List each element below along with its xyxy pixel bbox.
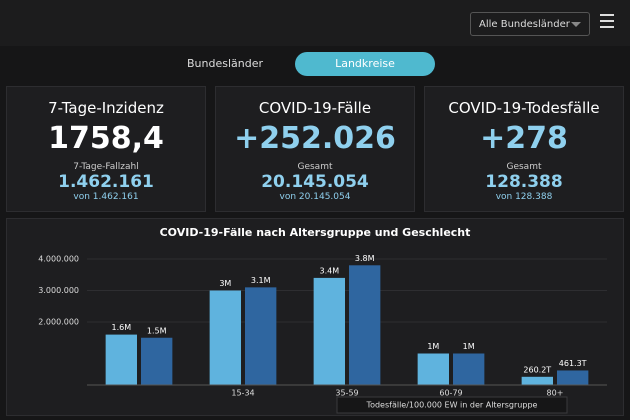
top-bar: Alle Bundesländer bbox=[0, 0, 630, 46]
card-note: von 128.388 bbox=[495, 192, 553, 202]
y-tick-label: 3.000.000 bbox=[38, 286, 79, 295]
card-sub-value: 128.388 bbox=[485, 172, 563, 192]
bottom-panel bbox=[336, 396, 568, 414]
y-tick-label: 2.000.000 bbox=[38, 318, 79, 327]
bar bbox=[557, 370, 589, 385]
bar bbox=[521, 376, 553, 385]
bar bbox=[141, 337, 173, 385]
tab[interactable]: Bundesländer bbox=[186, 57, 263, 70]
bottom-panel-title: Todesfälle/100.000 EW in der Altersgrupp… bbox=[366, 401, 538, 410]
card-title: 7-Tage-Inzidenz bbox=[48, 99, 164, 117]
card-value: 1758,4 bbox=[48, 121, 164, 156]
card-note: von 1.462.161 bbox=[73, 192, 139, 202]
card-sub-value: 1.462.161 bbox=[58, 172, 154, 192]
card: COVID-19-Todesfälle +278 Gesamt 128.388 … bbox=[424, 86, 624, 212]
x-tick-label: 35-59 bbox=[335, 389, 358, 398]
card-title: COVID-19-Fälle bbox=[258, 99, 372, 117]
card-value: +252.026 bbox=[234, 121, 396, 156]
value-label: 1M bbox=[463, 342, 475, 351]
bar bbox=[453, 353, 485, 385]
tab-active[interactable]: Landkreise bbox=[295, 52, 435, 76]
value-label: 3M bbox=[219, 279, 231, 288]
value-label: 3.8M bbox=[355, 254, 375, 263]
card-sub-label: Gesamt bbox=[506, 162, 542, 172]
bar bbox=[245, 287, 277, 385]
value-label: 3.4M bbox=[320, 266, 340, 275]
value-label: 1.6M bbox=[112, 323, 132, 332]
value-label: 3.1M bbox=[251, 276, 271, 285]
card-sub-value: 20.145.054 bbox=[261, 172, 369, 192]
region-select[interactable]: Alle Bundesländer bbox=[470, 12, 590, 36]
card-title: COVID-19-Todesfälle bbox=[448, 99, 600, 117]
card-note: von 20.145.054 bbox=[279, 192, 351, 202]
value-label: 260.2T bbox=[523, 365, 551, 374]
bar bbox=[417, 353, 449, 385]
bar bbox=[313, 277, 345, 385]
card: COVID-19-Fälle +252.026 Gesamt 20.145.05… bbox=[215, 86, 415, 212]
x-tick-label: 15-34 bbox=[231, 389, 254, 398]
bar bbox=[209, 290, 241, 385]
value-label: 1M bbox=[427, 342, 439, 351]
x-tick-label: 80+ bbox=[547, 389, 564, 398]
bar bbox=[105, 334, 137, 385]
chart: COVID-19-Fälle nach Altersgruppe und Ges… bbox=[38, 226, 607, 414]
card-sub-label: Gesamt bbox=[297, 162, 333, 172]
y-tick-label: 4.000.000 bbox=[38, 255, 79, 264]
bar bbox=[349, 265, 381, 385]
card-sub-label: 7-Tage-Fallzahl bbox=[73, 162, 139, 172]
x-tick-label: 60-79 bbox=[439, 389, 462, 398]
card: 7-Tage-Inzidenz 1758,4 7-Tage-Fallzahl 1… bbox=[6, 86, 206, 212]
tabs: Bundesländer Landkreise bbox=[150, 46, 450, 82]
card-value: +278 bbox=[480, 121, 568, 156]
value-label: 1.5M bbox=[147, 326, 167, 335]
menu-button[interactable] bbox=[600, 14, 614, 32]
chart-panel: COVID-19-Fälle nach Altersgruppe und Ges… bbox=[6, 218, 624, 416]
value-label: 461.3T bbox=[559, 359, 587, 368]
chart-title: COVID-19-Fälle nach Altersgruppe und Ges… bbox=[160, 226, 471, 239]
